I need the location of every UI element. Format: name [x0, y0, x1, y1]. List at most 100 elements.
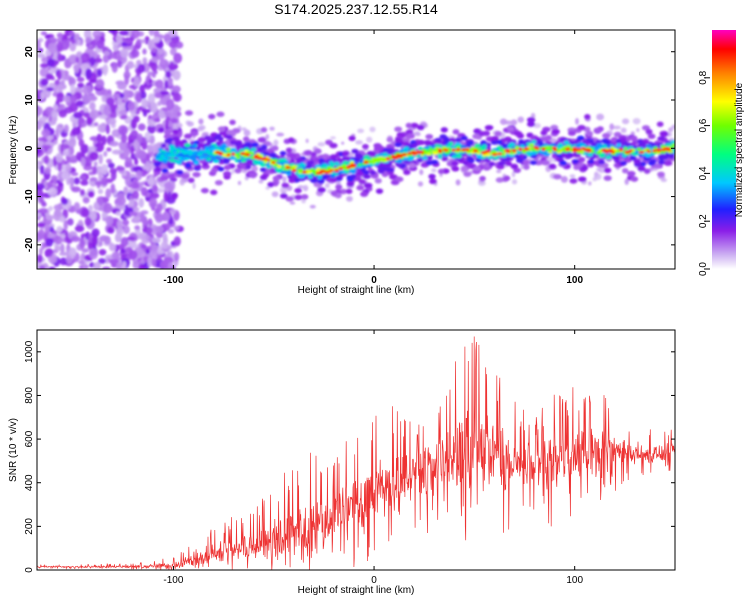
heatmap-cell [84, 216, 92, 227]
heatmap-cell [183, 154, 190, 158]
heatmap-cell [257, 137, 267, 143]
heatmap-cell [281, 182, 290, 189]
heatmap-cell [79, 238, 86, 249]
heatmap-cell [656, 148, 661, 152]
heatmap-cell [89, 109, 100, 119]
heatmap-cell [82, 196, 90, 204]
heatmap-cell [80, 52, 91, 63]
heatmap-cell [95, 78, 105, 89]
heatmap-cell [140, 187, 148, 197]
heatmap-cell [131, 30, 140, 39]
heatmap-cell [266, 165, 272, 170]
heatmap-cell [572, 159, 579, 164]
heatmap-cell [122, 89, 130, 100]
snr-x-label: Height of straight line (km) [298, 585, 415, 596]
heatmap-cell [397, 153, 402, 157]
heatmap-cell [86, 116, 93, 126]
heatmap-cell [663, 146, 670, 151]
heatmap-cell [373, 157, 379, 162]
heatmap-cell [56, 52, 62, 62]
heatmap-cell [596, 143, 604, 148]
heatmap-cell [131, 216, 140, 223]
heatmap-cell [614, 158, 620, 163]
colorbar-ticks: 0.0 0.2 0.4 0.6 0.8 [698, 70, 710, 276]
heatmap-cell [505, 161, 512, 167]
heatmap-cell [630, 131, 635, 136]
heatmap-cell [153, 87, 161, 93]
heatmap-cell [157, 47, 165, 55]
heatmap-cell [101, 135, 107, 146]
heatmap-cell [154, 213, 164, 223]
heatmap-cell [169, 61, 175, 71]
heatmap-cell [511, 149, 517, 153]
heatmap-cell [452, 129, 460, 135]
snr-y-axis: 0 200 400 600 800 1000 [24, 340, 675, 573]
heatmap-cell [377, 168, 385, 174]
heatmap-cell [416, 124, 425, 131]
heatmap-cell [476, 151, 481, 155]
heatmap-cell [198, 124, 206, 131]
heatmap-cell [237, 180, 242, 186]
heatmap-cell [580, 165, 589, 171]
heatmap-cell [68, 54, 78, 64]
heatmap-cell [231, 168, 235, 175]
heatmap-cell [334, 169, 340, 173]
colorbar-tick-label: 0.8 [698, 70, 709, 84]
heatmap-cell [101, 266, 111, 269]
heatmap-cell [356, 185, 365, 191]
heatmap-cell [593, 127, 601, 134]
heatmap-cell [142, 111, 148, 117]
heatmap-cell [455, 148, 461, 152]
heatmap-cell [371, 161, 376, 165]
heatmap-cell [142, 215, 148, 226]
heatmap-cell [156, 40, 164, 49]
heatmap-cell [618, 148, 624, 152]
heatmap-cell [151, 244, 159, 252]
heatmap-cell [98, 198, 104, 206]
heatmap-cell [168, 144, 176, 149]
heatmap-cell [519, 144, 526, 149]
heatmap-cell [624, 142, 632, 148]
heatmap-cell [484, 124, 494, 131]
heatmap-cell [159, 175, 169, 181]
heatmap-cell [502, 143, 509, 149]
heatmap-cell [531, 148, 536, 152]
heatmap-cell [86, 84, 92, 94]
heatmap-cell [112, 44, 119, 52]
heatmap-cell [152, 249, 158, 260]
heatmap-cell [460, 166, 469, 172]
heatmap-cell [503, 175, 511, 181]
heatmap-cell [37, 212, 42, 218]
heatmap-cell [159, 164, 168, 170]
heatmap-cell [636, 128, 640, 133]
heatmap-cell [37, 39, 41, 51]
colorbar-label: Normalized spectral amplitude [734, 82, 745, 217]
heatmap-cell [161, 168, 169, 174]
heatmap-cell [209, 152, 214, 156]
heatmap-cell [46, 87, 54, 92]
heatmap-cell [165, 70, 172, 79]
heatmap-cell [218, 151, 223, 155]
heatmap-cell [62, 95, 72, 103]
heatmap-cell [174, 106, 182, 112]
heatmap-cell [394, 137, 402, 144]
heatmap-cell [279, 186, 288, 194]
heatmap-cell [37, 222, 46, 228]
heatmap-cell [83, 112, 90, 118]
heatmap-cell [97, 123, 106, 133]
heatmap-cell [560, 176, 568, 183]
heatmap-cell [462, 160, 469, 166]
heatmap-cell [102, 54, 110, 64]
heatmap-cell [163, 33, 172, 42]
heatmap-cell [74, 225, 85, 233]
heatmap-cell [289, 201, 296, 205]
heatmap-cell [106, 147, 112, 152]
heatmap-cell [136, 133, 143, 143]
heatmap-cell [126, 60, 135, 69]
heatmap-cell [225, 147, 231, 151]
heatmap-cell [174, 141, 180, 147]
heatmap-cell [172, 129, 179, 135]
heatmap-cell [623, 146, 628, 150]
heatmap-cell [569, 178, 578, 184]
heatmap-cell [76, 76, 85, 83]
